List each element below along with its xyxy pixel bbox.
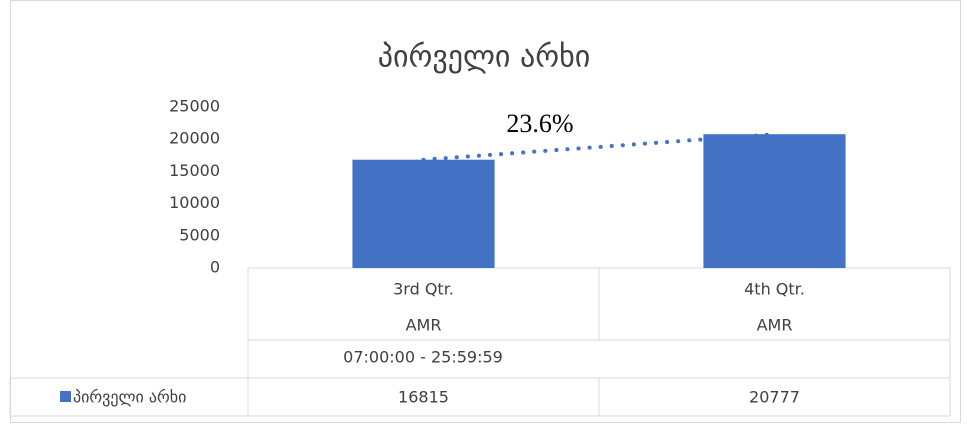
table-value: 16815 [398,388,449,407]
group-label: 07:00:00 - 25:59:59 [343,348,503,367]
y-tick-label: 25000 [169,97,220,116]
table-value: 20777 [749,388,800,407]
legend-label: პირველი არხი [73,388,186,407]
chart-title: პირველი არხი [378,40,591,75]
y-tick-label: 20000 [169,129,220,148]
y-tick-label: 15000 [169,161,220,180]
y-tick-label: 0 [210,258,220,277]
x-subcategory-label: AMR [757,316,793,335]
y-tick-label: 5000 [179,225,220,244]
x-tick-label: 3rd Qtr. [393,280,454,299]
x-tick-label: 4th Qtr. [744,280,805,299]
x-subcategory-label: AMR [406,316,442,335]
bar [703,134,846,268]
y-tick-label: 10000 [169,193,220,212]
annotation: 23.6% [506,109,573,138]
bar [352,159,495,268]
legend-key [60,391,71,402]
trendline [421,132,777,162]
